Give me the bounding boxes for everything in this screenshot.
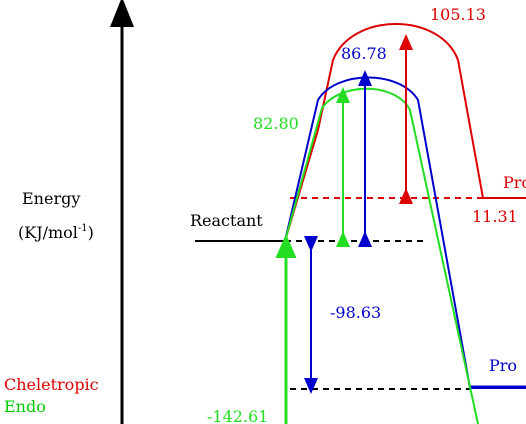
legend-cheletropic: Cheletropic	[4, 375, 99, 394]
blue-barrier-value: 86.78	[341, 44, 387, 63]
reactant-label: Reactant	[190, 211, 263, 230]
endo-energy-path	[284, 87, 479, 424]
blue-product-value: -98.63	[330, 303, 381, 322]
cheletropic-barrier-value: 105.13	[430, 5, 486, 24]
blue-energy-path	[284, 76, 526, 389]
endo-product-value: -142.61	[207, 407, 268, 424]
axis-label-units: (KJ/mol-1)	[18, 223, 94, 242]
axis-label-energy: Energy	[22, 189, 80, 208]
cheletropic-product-value: 11.31	[472, 207, 518, 226]
cheletropic-energy-path	[284, 23, 526, 242]
legend-endo: Endo	[4, 397, 46, 416]
cheletropic-product-label: Pro	[503, 173, 526, 192]
endo-barrier-value: 82.80	[253, 114, 299, 133]
blue-product-label: Pro	[489, 356, 517, 375]
